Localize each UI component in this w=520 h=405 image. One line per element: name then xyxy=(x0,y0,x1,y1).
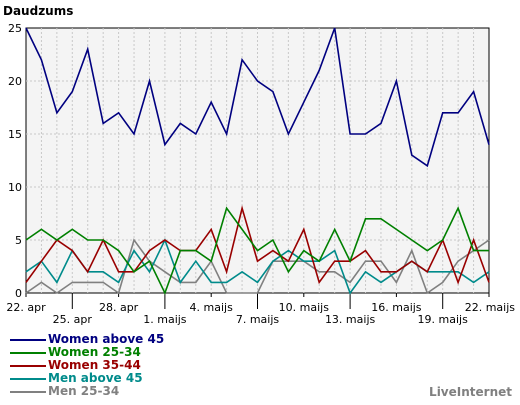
y-axis-label: Daudzums xyxy=(3,4,73,18)
x-tick-label: 25. apr xyxy=(53,313,93,326)
x-tick-label: 7. maijs xyxy=(236,313,280,326)
line-chart: Daudzums 0 5 10 15 20 25 22. apr 25. apr 28. ap… xyxy=(3,4,515,326)
x-tick-label: 13. maijs xyxy=(325,313,376,326)
x-tick-label: 28. apr xyxy=(99,301,139,314)
legend-label: Men 25-34 xyxy=(48,384,120,398)
legend-item: Women 25-34 xyxy=(8,346,164,359)
series-line xyxy=(25,238,490,295)
x-tick-label: 4. maijs xyxy=(190,301,234,314)
legend-item: Men above 45 xyxy=(8,372,164,385)
y-tick-label: 20 xyxy=(8,75,22,88)
y-tick-label: 15 xyxy=(8,128,22,141)
y-tick-label: 25 xyxy=(8,22,22,35)
x-tick-label: 22. apr xyxy=(6,301,46,314)
y-ticks: 0 5 10 15 20 25 xyxy=(8,22,22,300)
x-tick-label: 19. maijs xyxy=(418,313,469,326)
x-tick-label: 16. maijs xyxy=(371,301,422,314)
legend-swatch xyxy=(10,352,46,354)
y-tick-label: 5 xyxy=(15,234,22,247)
series-line xyxy=(25,27,490,168)
legend-item: Women 35-44 xyxy=(8,359,164,372)
x-tick-label: 1. maijs xyxy=(143,313,187,326)
legend-item: Women above 45 xyxy=(8,333,164,346)
legend-swatch xyxy=(10,339,46,341)
x-tick-label: 10. maijs xyxy=(279,301,330,314)
y-tick-label: 10 xyxy=(8,181,22,194)
grid xyxy=(26,28,489,293)
x-tick-label: 22. maijs xyxy=(465,301,516,314)
legend: Women above 45 Women 25-34 Women 35-44 Men … xyxy=(8,333,164,398)
legend-swatch xyxy=(10,378,46,380)
brand-label: LiveInternet xyxy=(429,385,512,399)
series-line xyxy=(25,206,489,296)
y-tick-label: 0 xyxy=(15,287,22,300)
legend-label: Men above 45 xyxy=(48,371,143,385)
legend-item: Men 25-34 xyxy=(8,385,164,398)
legend-label: Women 25-34 xyxy=(48,345,141,359)
legend-label: Women above 45 xyxy=(48,332,165,346)
legend-swatch xyxy=(10,365,46,367)
legend-label: Women 35-44 xyxy=(48,358,141,372)
legend-swatch xyxy=(10,391,46,393)
series-lines xyxy=(25,27,490,296)
